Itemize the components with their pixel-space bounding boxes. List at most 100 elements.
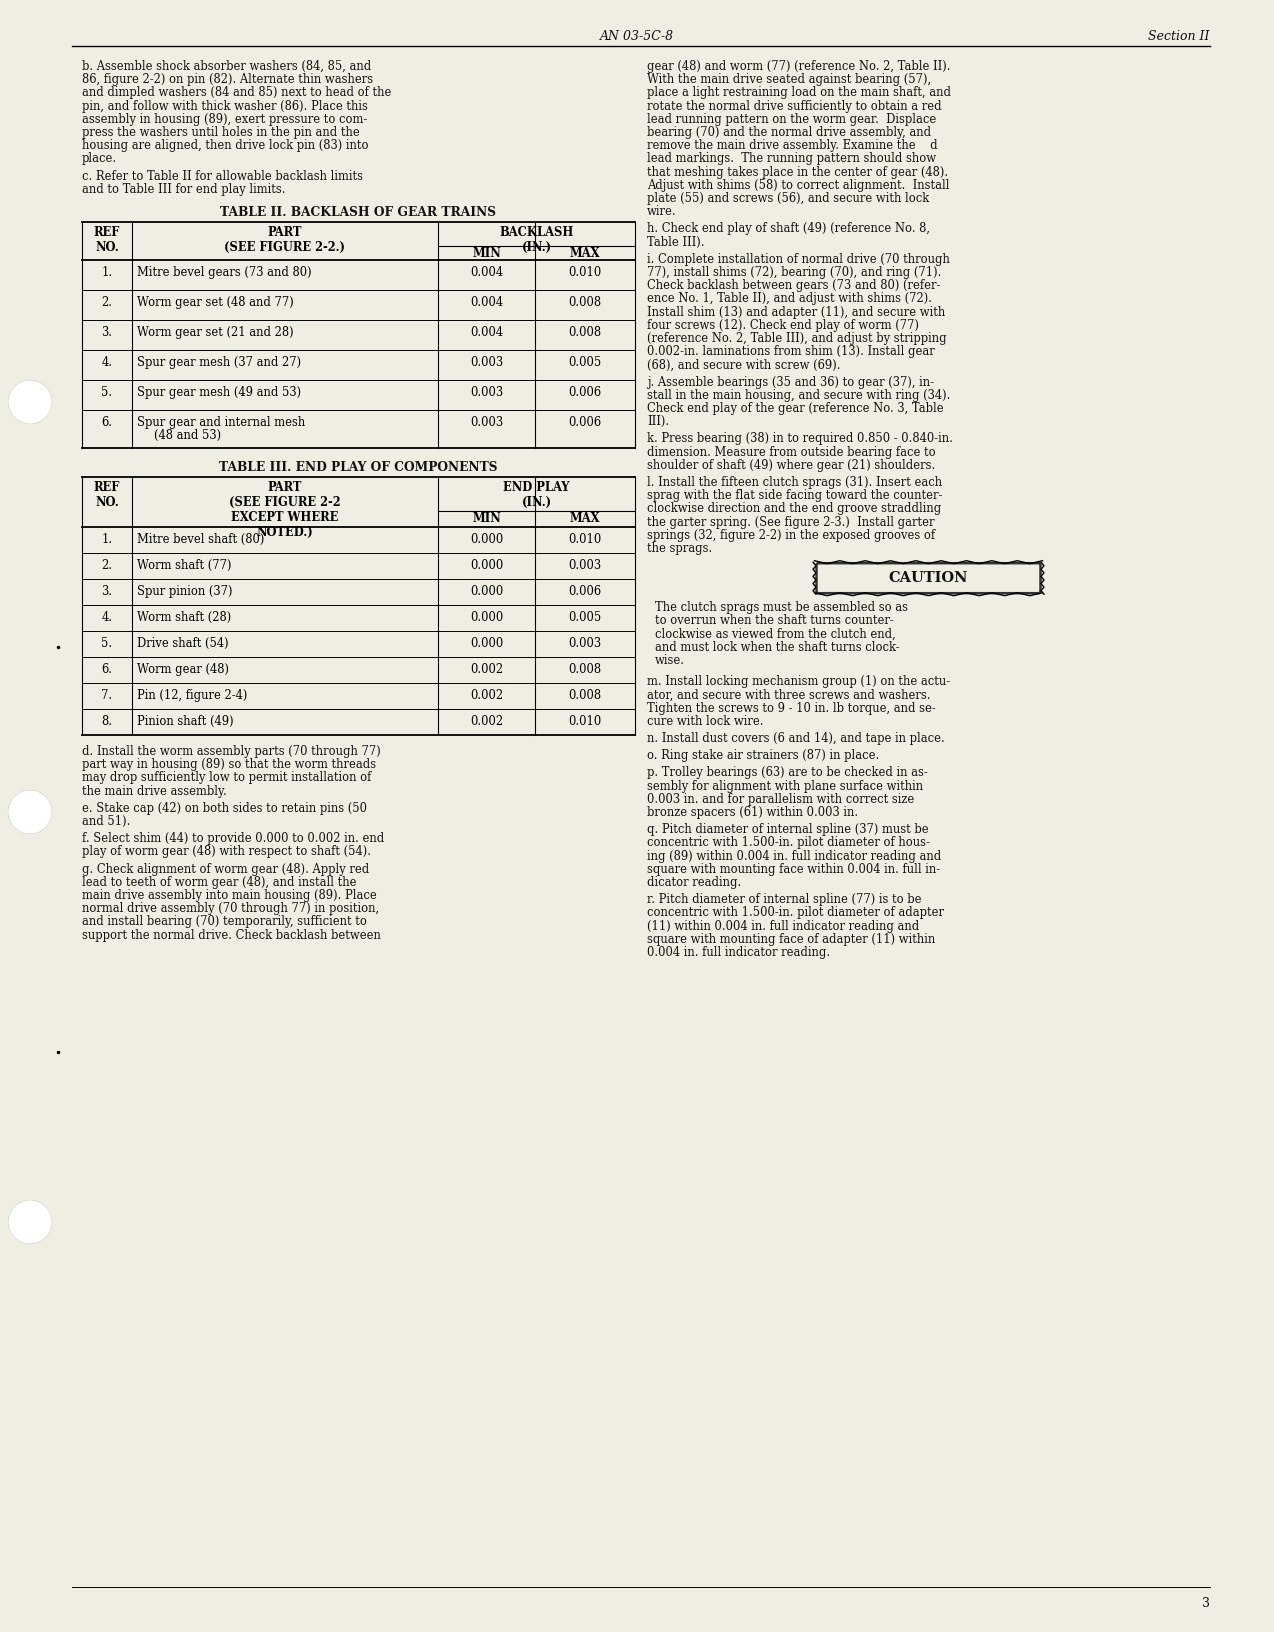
Text: and install bearing (70) temporarily, sufficient to: and install bearing (70) temporarily, su…: [82, 916, 367, 929]
Text: d. Install the worm assembly parts (70 through 77): d. Install the worm assembly parts (70 t…: [82, 744, 381, 757]
Text: the sprags.: the sprags.: [647, 542, 712, 555]
Text: rotate the normal drive sufficiently to obtain a red: rotate the normal drive sufficiently to …: [647, 100, 941, 113]
Text: b. Assemble shock absorber washers (84, 85, and: b. Assemble shock absorber washers (84, …: [82, 60, 371, 73]
Text: n. Install dust covers (6 and 14), and tape in place.: n. Install dust covers (6 and 14), and t…: [647, 733, 945, 744]
Text: 6.: 6.: [102, 663, 112, 676]
Text: 0.010: 0.010: [568, 715, 601, 728]
Text: place.: place.: [82, 152, 117, 165]
Text: (48 and 53): (48 and 53): [154, 429, 222, 442]
Text: ator, and secure with three screws and washers.: ator, and secure with three screws and w…: [647, 689, 930, 702]
Text: k. Press bearing (38) in to required 0.850 - 0.840-in.: k. Press bearing (38) in to required 0.8…: [647, 432, 953, 446]
Text: 3.: 3.: [102, 584, 112, 597]
Text: ence No. 1, Table II), and adjust with shims (72).: ence No. 1, Table II), and adjust with s…: [647, 292, 933, 305]
Circle shape: [8, 380, 52, 424]
Text: 0.010: 0.010: [568, 266, 601, 279]
Text: Tighten the screws to 9 - 10 in. lb torque, and se-: Tighten the screws to 9 - 10 in. lb torq…: [647, 702, 935, 715]
Text: 3.: 3.: [102, 326, 112, 339]
Text: 2.: 2.: [102, 560, 112, 571]
Text: REF
NO.: REF NO.: [94, 225, 120, 255]
Text: sprag with the flat side facing toward the counter-: sprag with the flat side facing toward t…: [647, 490, 943, 503]
Text: and to Table III for end play limits.: and to Table III for end play limits.: [82, 183, 285, 196]
Text: III).: III).: [647, 415, 669, 428]
Text: Mitre bevel shaft (80): Mitre bevel shaft (80): [138, 534, 265, 547]
Text: Install shim (13) and adapter (11), and secure with: Install shim (13) and adapter (11), and …: [647, 305, 945, 318]
Circle shape: [8, 1200, 52, 1244]
Text: h. Check end play of shaft (49) (reference No. 8,: h. Check end play of shaft (49) (referen…: [647, 222, 930, 235]
Text: concentric with 1.500-in. pilot diameter of adapter: concentric with 1.500-in. pilot diameter…: [647, 906, 944, 919]
Text: Adjust with shims (58) to correct alignment.  Install: Adjust with shims (58) to correct alignm…: [647, 180, 949, 193]
Text: 0.003: 0.003: [470, 387, 503, 398]
Text: 0.008: 0.008: [568, 663, 601, 676]
Text: Pinion shaft (49): Pinion shaft (49): [138, 715, 233, 728]
Text: PART
(SEE FIGURE 2-2.): PART (SEE FIGURE 2-2.): [224, 225, 345, 255]
Text: part way in housing (89) so that the worm threads: part way in housing (89) so that the wor…: [82, 759, 376, 772]
Text: 0.004: 0.004: [470, 266, 503, 279]
Text: 0.005: 0.005: [568, 356, 601, 369]
Text: j. Assemble bearings (35 and 36) to gear (37), in-: j. Assemble bearings (35 and 36) to gear…: [647, 375, 934, 388]
Text: Worm gear set (48 and 77): Worm gear set (48 and 77): [138, 295, 294, 308]
Text: Spur gear mesh (49 and 53): Spur gear mesh (49 and 53): [138, 387, 301, 398]
Text: main drive assembly into main housing (89). Place: main drive assembly into main housing (8…: [82, 889, 377, 902]
Text: Section II: Section II: [1148, 29, 1210, 42]
Text: 77), install shims (72), bearing (70), and ring (71).: 77), install shims (72), bearing (70), a…: [647, 266, 941, 279]
Text: i. Complete installation of normal drive (70 through: i. Complete installation of normal drive…: [647, 253, 950, 266]
Text: dicator reading.: dicator reading.: [647, 876, 741, 889]
Text: clockwise as viewed from the clutch end,: clockwise as viewed from the clutch end,: [655, 628, 896, 641]
Text: g. Check alignment of worm gear (48). Apply red: g. Check alignment of worm gear (48). Ap…: [82, 863, 369, 876]
Text: MAX: MAX: [569, 246, 600, 259]
Text: Pin (12, figure 2-4): Pin (12, figure 2-4): [138, 689, 247, 702]
Text: ing (89) within 0.004 in. full indicator reading and: ing (89) within 0.004 in. full indicator…: [647, 850, 941, 863]
Text: springs (32, figure 2-2) in the exposed grooves of: springs (32, figure 2-2) in the exposed …: [647, 529, 935, 542]
Text: 0.002: 0.002: [470, 715, 503, 728]
Text: to overrun when the shaft turns counter-: to overrun when the shaft turns counter-: [655, 614, 894, 627]
Text: sembly for alignment with plane surface within: sembly for alignment with plane surface …: [647, 780, 924, 793]
Text: Table III).: Table III).: [647, 235, 705, 248]
Text: that meshing takes place in the center of gear (48).: that meshing takes place in the center o…: [647, 165, 948, 178]
Text: and must lock when the shaft turns clock-: and must lock when the shaft turns clock…: [655, 641, 899, 654]
Text: With the main drive seated against bearing (57),: With the main drive seated against beari…: [647, 73, 931, 86]
Text: Spur gear mesh (37 and 27): Spur gear mesh (37 and 27): [138, 356, 301, 369]
Text: 4.: 4.: [102, 356, 112, 369]
Text: 2.: 2.: [102, 295, 112, 308]
Text: 0.004: 0.004: [470, 295, 503, 308]
Text: 4.: 4.: [102, 610, 112, 623]
Text: wise.: wise.: [655, 654, 685, 667]
Text: 0.003: 0.003: [470, 356, 503, 369]
Text: 0.003: 0.003: [568, 636, 601, 650]
Text: PART
(SEE FIGURE 2-2
EXCEPT WHERE
NOTED.): PART (SEE FIGURE 2-2 EXCEPT WHERE NOTED.…: [229, 481, 341, 539]
Text: 0.010: 0.010: [568, 534, 601, 547]
Text: lead markings.  The running pattern should show: lead markings. The running pattern shoul…: [647, 152, 936, 165]
Text: remove the main drive assembly. Examine the    d: remove the main drive assembly. Examine …: [647, 139, 938, 152]
Text: press the washers until holes in the pin and the: press the washers until holes in the pin…: [82, 126, 359, 139]
Text: Spur gear and internal mesh: Spur gear and internal mesh: [138, 416, 306, 429]
Text: may drop sufficiently low to permit installation of: may drop sufficiently low to permit inst…: [82, 772, 372, 785]
Text: 0.000: 0.000: [470, 534, 503, 547]
Text: Worm shaft (77): Worm shaft (77): [138, 560, 232, 571]
Text: 0.000: 0.000: [470, 610, 503, 623]
Text: MAX: MAX: [569, 512, 600, 526]
Text: 0.000: 0.000: [470, 560, 503, 571]
Text: lead to teeth of worm gear (48), and install the: lead to teeth of worm gear (48), and ins…: [82, 876, 357, 889]
Text: Spur pinion (37): Spur pinion (37): [138, 584, 232, 597]
Text: l. Install the fifteen clutch sprags (31). Insert each: l. Install the fifteen clutch sprags (31…: [647, 477, 943, 490]
Text: 0.008: 0.008: [568, 326, 601, 339]
Text: place a light restraining load on the main shaft, and: place a light restraining load on the ma…: [647, 86, 950, 100]
Text: Check end play of the gear (reference No. 3, Table: Check end play of the gear (reference No…: [647, 401, 944, 415]
Text: REF
NO.: REF NO.: [94, 481, 120, 509]
Text: 0.008: 0.008: [568, 689, 601, 702]
Text: shoulder of shaft (49) where gear (21) shoulders.: shoulder of shaft (49) where gear (21) s…: [647, 459, 935, 472]
Text: square with mounting face of adapter (11) within: square with mounting face of adapter (11…: [647, 934, 935, 947]
Text: MIN: MIN: [473, 246, 501, 259]
Text: 0.004 in. full indicator reading.: 0.004 in. full indicator reading.: [647, 947, 831, 960]
Text: 0.000: 0.000: [470, 636, 503, 650]
FancyBboxPatch shape: [817, 563, 1041, 592]
Text: clockwise direction and the end groove straddling: clockwise direction and the end groove s…: [647, 503, 941, 516]
Text: 5.: 5.: [102, 636, 112, 650]
Text: 3: 3: [1201, 1598, 1210, 1611]
Circle shape: [8, 790, 52, 834]
Text: BACKLASH
(IN.): BACKLASH (IN.): [499, 225, 573, 255]
Text: play of worm gear (48) with respect to shaft (54).: play of worm gear (48) with respect to s…: [82, 845, 371, 858]
Text: (reference No. 2, Table III), and adjust by stripping: (reference No. 2, Table III), and adjust…: [647, 331, 947, 344]
Text: the garter spring. (See figure 2-3.)  Install garter: the garter spring. (See figure 2-3.) Ins…: [647, 516, 935, 529]
Text: 0.006: 0.006: [568, 584, 601, 597]
